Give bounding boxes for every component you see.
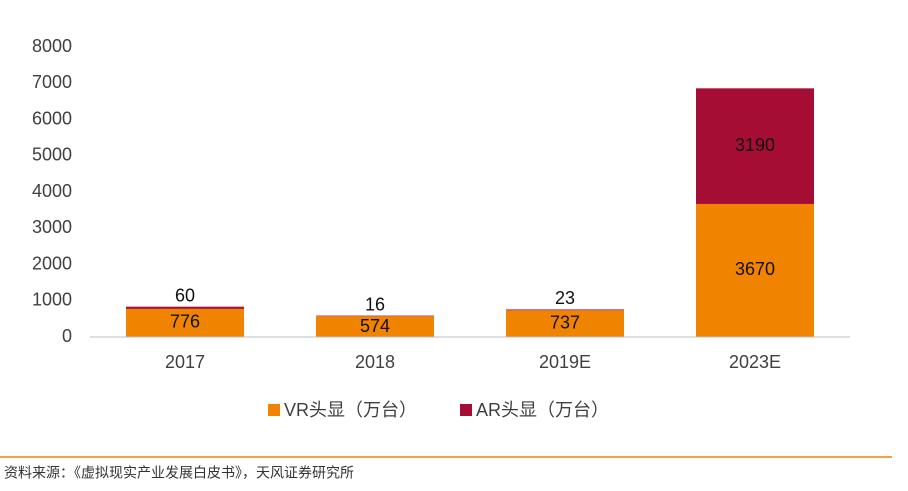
bar-segment — [126, 306, 244, 309]
y-tick-label: 8000 — [32, 36, 72, 56]
x-tick-label: 2023E — [729, 352, 781, 372]
bar-segment — [316, 315, 434, 317]
y-tick-label: 2000 — [32, 253, 72, 273]
y-tick-label: 0 — [62, 326, 72, 346]
y-tick-label: 6000 — [32, 108, 72, 128]
bar-segment — [506, 309, 624, 311]
y-tick-label: 5000 — [32, 145, 72, 165]
data-label: 574 — [360, 316, 390, 336]
legend-swatch — [268, 404, 280, 416]
bar-segment — [696, 203, 814, 337]
bar-segment — [506, 310, 624, 337]
x-tick-label: 2018 — [355, 352, 395, 372]
x-tick-label: 2017 — [165, 352, 205, 372]
bar-segment — [696, 88, 814, 204]
bar-segment — [316, 316, 434, 337]
legend-label: AR头显（万台） — [476, 400, 609, 420]
legend-swatch — [460, 404, 472, 416]
legend-label: VR头显（万台） — [284, 400, 417, 420]
data-label: 16 — [365, 294, 385, 314]
y-tick-label: 4000 — [32, 181, 72, 201]
data-label: 737 — [550, 312, 580, 332]
y-tick-label: 7000 — [32, 72, 72, 92]
data-label: 23 — [555, 288, 575, 308]
x-tick-label: 2019E — [539, 352, 591, 372]
source-note: 资料来源：《虚拟现实产业发展白皮书》，天风证券研究所 — [4, 465, 354, 481]
y-tick-label: 1000 — [32, 290, 72, 310]
bar-segment — [126, 308, 244, 337]
y-tick-label: 3000 — [32, 217, 72, 237]
data-label: 3670 — [735, 259, 775, 279]
data-label: 776 — [170, 312, 200, 332]
data-label: 60 — [175, 285, 195, 305]
data-label: 3190 — [735, 135, 775, 155]
